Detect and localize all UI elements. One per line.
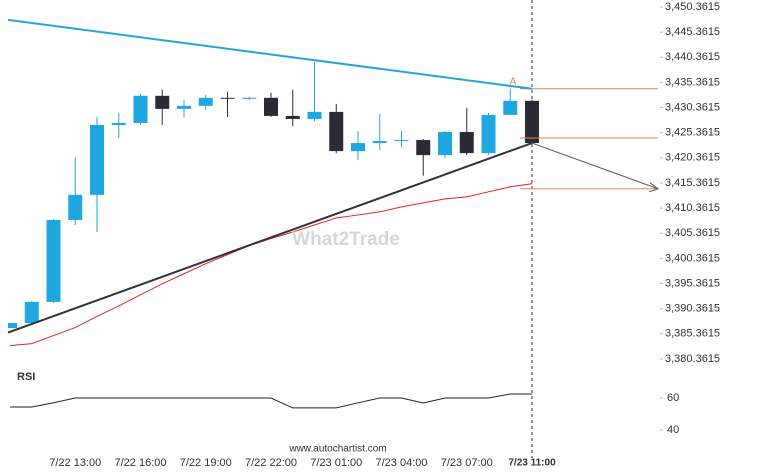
moving-average: [9, 183, 533, 347]
rsi-line: [10, 393, 532, 409]
plot-area: [8, 62, 539, 409]
candle-body: [90, 124, 104, 195]
y-tick-label: 3,430.3615: [665, 101, 720, 113]
y-tick-label: 3,385.3615: [665, 328, 720, 340]
candle-body: [177, 105, 191, 109]
y-tick-label: 3,425.3615: [665, 127, 720, 139]
x-tick-label: 7/22 22:00: [245, 457, 297, 469]
y-tick-label: 60: [667, 392, 679, 404]
y-tick-label: 3,400.3615: [665, 252, 720, 264]
candle-body: [198, 97, 213, 106]
y-tick-label: 3,420.3615: [665, 152, 720, 164]
x-tick-label: 7/22 19:00: [180, 457, 232, 469]
candle-body: [394, 140, 409, 142]
x-tick-label: 7/23 07:00: [441, 457, 493, 469]
candle-body: [111, 122, 126, 125]
y-tick-label: 3,445.3615: [665, 26, 720, 38]
candle-body: [155, 95, 170, 109]
candle-body: [438, 131, 452, 156]
candle-body: [481, 114, 496, 154]
candle-body: [307, 111, 322, 119]
y-tick-label: 3,440.3615: [665, 51, 720, 63]
candle-body: [416, 140, 431, 156]
y-tick-label: 3,450.3615: [665, 1, 720, 13]
candle-body: [220, 97, 235, 99]
candle-body: [351, 143, 365, 152]
forecast-arrow: [531, 142, 660, 193]
panel-title: RSI: [17, 371, 35, 383]
y-tick-label: 40: [667, 424, 679, 436]
candle-body: [525, 100, 539, 144]
x-tick-label: 7/23 01:00: [310, 457, 362, 469]
candle-body: [264, 97, 278, 116]
x-tick-label: 7/22 16:00: [115, 457, 167, 469]
x-tick-label: 7/22 13:00: [49, 457, 101, 469]
y-tick-label: 3,380.3615: [665, 353, 720, 365]
candle-body: [68, 194, 83, 220]
candle-body: [46, 219, 61, 302]
candle-body: [24, 301, 39, 324]
candle-body: [503, 100, 518, 115]
pattern-annotation: A: [510, 77, 517, 88]
candle-body: [242, 97, 257, 99]
y-tick-label: 3,410.3615: [665, 202, 720, 214]
x-tick-label: 7/23 11:00: [508, 458, 556, 469]
candle-body: [8, 323, 17, 329]
x-tick-label: 7/23 04:00: [376, 457, 428, 469]
candle-body: [285, 115, 300, 119]
candle-body: [329, 111, 344, 152]
candle-body: [133, 95, 148, 123]
trendline: [7, 18, 533, 90]
candle-body: [372, 141, 387, 144]
y-tick-label: 3,435.3615: [665, 76, 720, 88]
y-tick-label: 3,390.3615: [665, 303, 720, 315]
watermark: What2Trade: [292, 229, 400, 250]
source: www.autochartist.com: [288, 444, 386, 455]
y-tick-label: 3,415.3615: [665, 177, 720, 189]
trendline: [7, 142, 533, 334]
y-tick-label: 3,405.3615: [665, 227, 720, 239]
y-tick-label: 3,395.3615: [665, 277, 720, 289]
candle-body: [459, 131, 474, 154]
